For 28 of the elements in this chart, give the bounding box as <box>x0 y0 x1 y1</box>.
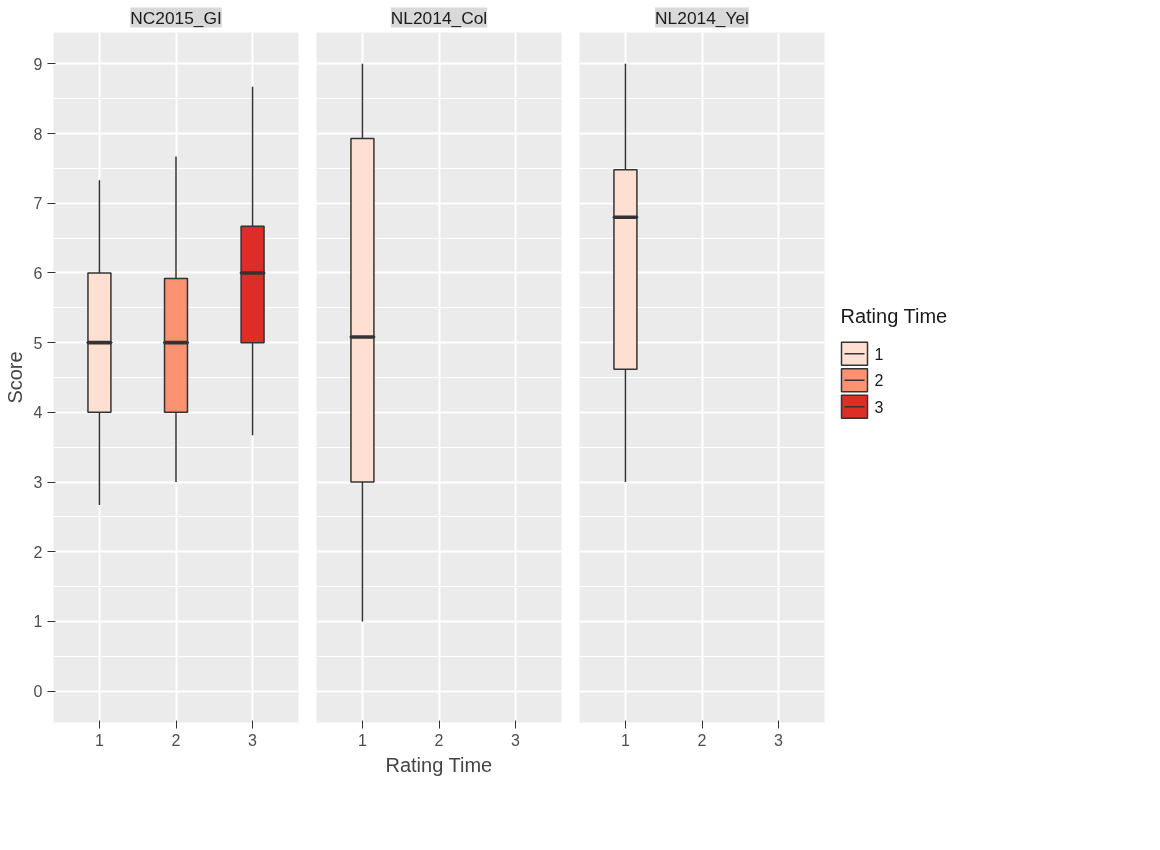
y-tick-label: 2 <box>33 543 43 561</box>
x-tick-label: 2 <box>697 731 707 749</box>
x-tick-label: 1 <box>620 731 630 749</box>
chart-title: NL2014_Yel <box>655 7 749 28</box>
x-tick-label: 3 <box>248 731 258 749</box>
x-tick-label: 2 <box>171 731 181 749</box>
y-tick-label: 4 <box>33 404 43 422</box>
y-tick-label: 5 <box>33 334 43 352</box>
x-tick-label: 3 <box>774 731 784 749</box>
y-tick-label: 3 <box>33 474 43 492</box>
legend-label: 2 <box>874 372 884 390</box>
chart-title: NC2015_GI <box>130 7 222 28</box>
legend-label: 1 <box>874 345 884 363</box>
y-tick-label: 8 <box>33 125 43 143</box>
y-tick-label: 1 <box>33 613 43 631</box>
y-tick-label: 7 <box>33 195 43 213</box>
legend-label: 3 <box>874 398 884 416</box>
y-tick-label: 9 <box>33 55 43 73</box>
x-tick-label: 3 <box>511 731 521 749</box>
chart-title: NL2014_Col <box>390 7 488 28</box>
y-axis-title: Score <box>3 351 26 404</box>
x-tick-label: 1 <box>94 731 104 749</box>
legend-title: Rating Time <box>840 305 948 328</box>
y-tick-label: 6 <box>33 264 43 282</box>
y-tick-label: 0 <box>33 683 43 701</box>
x-tick-label: 1 <box>357 731 367 749</box>
x-tick-label: 2 <box>434 731 444 749</box>
x-axis-title: Rating Time <box>385 753 493 776</box>
